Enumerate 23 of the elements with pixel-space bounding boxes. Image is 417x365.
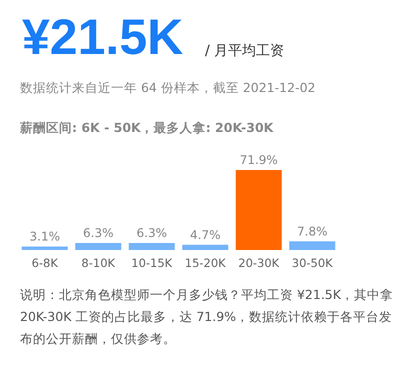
text: 薪酬区间: 6K - 50K，最多人拿: 20K-30K xyxy=(20,120,274,137)
data-label: 3.1% xyxy=(30,230,60,244)
data-label: 7.8% xyxy=(297,224,328,238)
bar xyxy=(75,242,122,250)
data-label: 6.3% xyxy=(83,226,114,240)
chart-subtitle: / 月平均工资 xyxy=(205,42,284,60)
data-label: 6.3% xyxy=(136,226,167,240)
x-tick-label: 20-30K xyxy=(238,256,280,270)
text: 数据统计来自近一年 64 份样本，截至 2021-12-02 xyxy=(20,80,316,97)
bar xyxy=(236,170,282,250)
text: 说明：北京角色模型师一个月多少钱？平均工资 ¥21.5K，其中拿 20K-30K 工资的占比最多，达 71.9%，数据统计依赖于各平台发布的公开薪酬，仅供参考。 xyxy=(20,286,394,348)
x-tick-label: 8-10K xyxy=(81,256,116,270)
data-label: 71.9% xyxy=(240,153,278,167)
bar xyxy=(182,244,228,250)
bar xyxy=(289,241,336,250)
x-tick-label: 6-8K xyxy=(32,256,58,270)
data-label: 4.7% xyxy=(190,228,220,242)
x-tick-label: 30-50K xyxy=(292,256,334,270)
bar xyxy=(128,242,175,250)
x-tick-label: 10-15K xyxy=(131,256,173,270)
chart-title: ¥21.5K xyxy=(22,8,184,66)
bar xyxy=(22,246,68,250)
x-tick-label: 15-20K xyxy=(184,256,226,270)
